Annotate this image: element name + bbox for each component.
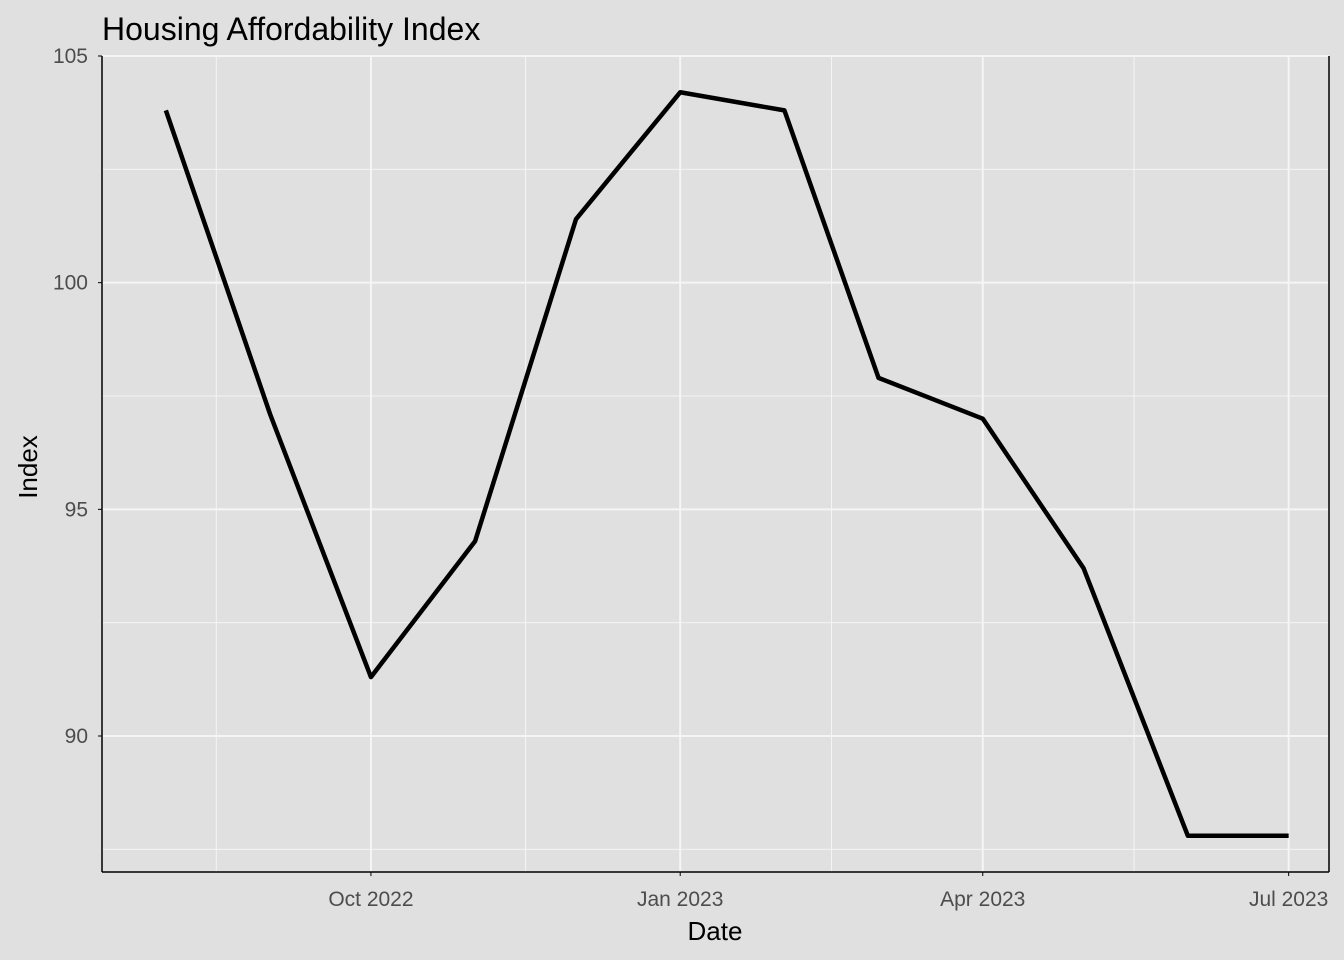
y-tick-label: 100 [53, 272, 88, 295]
x-tick-label: Jan 2023 [637, 888, 723, 911]
axes [98, 55, 1330, 876]
x-axis-title: Date [688, 916, 743, 946]
series-group [163, 90, 1289, 838]
x-tick-label: Jul 2023 [1249, 888, 1328, 911]
major-gridlines [102, 55, 1329, 872]
x-tick-label: Apr 2023 [940, 888, 1025, 911]
y-tick-label: 90 [65, 725, 88, 748]
chart-title: Housing Affordability Index [102, 11, 480, 47]
y-tick-label: 105 [53, 45, 88, 68]
x-tick-label: Oct 2022 [328, 888, 413, 911]
series-line [163, 90, 1289, 838]
y-tick-label: 95 [65, 498, 88, 521]
y-axis-title: Index [13, 435, 43, 499]
tick-labels: 90 95 100 105 Oct 2022 Jan 2023 Apr 2023 Jul 20… [53, 45, 1328, 911]
minor-gridlines [102, 56, 1329, 872]
